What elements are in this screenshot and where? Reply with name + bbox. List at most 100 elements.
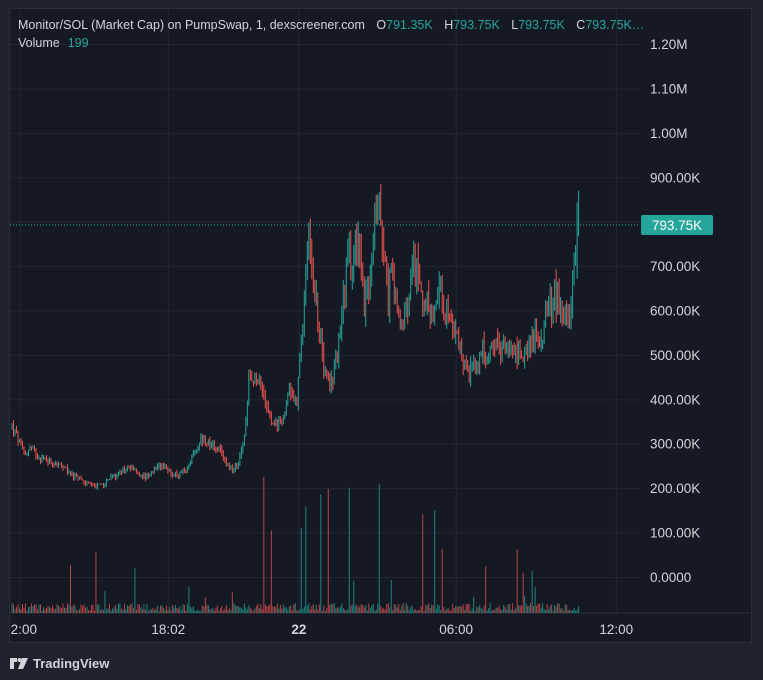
- volume-bar: [402, 603, 404, 613]
- volume-bar: [149, 609, 151, 613]
- volume-bar: [575, 610, 577, 613]
- volume-bar: [392, 610, 394, 613]
- volume-bar: [420, 606, 422, 613]
- volume-bar: [480, 608, 482, 613]
- volume-bar: [260, 604, 262, 613]
- volume-bar: [201, 605, 203, 613]
- x-tick-label: 06:00: [439, 622, 473, 637]
- volume-bar: [51, 605, 53, 613]
- volume-bar: [534, 586, 536, 613]
- volume-bar: [95, 551, 97, 613]
- volume-bar: [348, 487, 350, 613]
- volume-bar: [569, 609, 571, 613]
- volume-bar: [578, 606, 580, 613]
- volume-bar: [459, 605, 461, 613]
- volume-bar: [53, 608, 55, 613]
- volume-bar: [44, 609, 46, 613]
- volume-bar: [306, 605, 308, 613]
- volume-bar: [519, 605, 521, 613]
- chart-frame[interactable]: 793.75K 1.20M 1.10M 1.00M 900.00K 700.00K 600…: [9, 8, 753, 644]
- current-price-label: 793.75K: [652, 218, 702, 233]
- volume-value: 199: [67, 36, 89, 50]
- volume-bar: [140, 607, 142, 613]
- volume-bar: [186, 604, 188, 613]
- volume-bar: [197, 609, 199, 613]
- high-label: H: [444, 18, 454, 32]
- volume-bar: [357, 607, 359, 613]
- volume-bar: [543, 609, 545, 613]
- volume-bar: [369, 607, 371, 613]
- volume-bar: [138, 604, 140, 613]
- volume-layer: [11, 476, 580, 613]
- volume-bar: [207, 605, 209, 613]
- x-axis: 12:00 18:02 22 06:00 12:00: [10, 622, 633, 637]
- volume-bar: [17, 604, 19, 613]
- volume-bar: [429, 607, 431, 613]
- volume-bar: [453, 607, 455, 613]
- volume-bar: [548, 609, 550, 613]
- volume-bar: [386, 603, 388, 613]
- volume-bar: [321, 610, 323, 613]
- volume-bar: [546, 604, 548, 613]
- volume-bar: [320, 494, 322, 613]
- volume-bar: [401, 605, 403, 613]
- volume-bar: [278, 608, 280, 613]
- volume-bar: [248, 605, 250, 613]
- volume-bar: [152, 607, 154, 613]
- volume-bar: [47, 605, 49, 613]
- volume-bar: [77, 610, 79, 613]
- volume-bar: [549, 606, 551, 613]
- volume-bar: [482, 609, 484, 613]
- volume-bar: [387, 603, 389, 613]
- volume-bar: [341, 603, 343, 613]
- volume-bar: [92, 604, 94, 613]
- volume-bar: [224, 608, 226, 613]
- volume-bar: [164, 609, 166, 613]
- volume-bar: [153, 610, 155, 613]
- volume-bar: [195, 610, 197, 613]
- volume-bar: [81, 606, 83, 613]
- volume-bar: [558, 603, 560, 613]
- volume-bar: [399, 609, 401, 613]
- volume-bar: [560, 608, 562, 613]
- y-tick-label: 300.00K: [650, 437, 700, 452]
- symbol-title[interactable]: Monitor/SOL (Market Cap) on PumpSwap, 1,…: [18, 18, 365, 32]
- volume-bar: [158, 610, 160, 613]
- chart-legend: Monitor/SOL (Market Cap) on PumpSwap, 1,…: [18, 18, 644, 32]
- volume-bar: [293, 604, 295, 613]
- volume-bar: [179, 606, 181, 613]
- volume-bar: [287, 609, 289, 613]
- volume-bar: [48, 607, 50, 613]
- volume-bar: [552, 610, 554, 613]
- volume-bar: [30, 603, 32, 613]
- volume-bar: [437, 604, 439, 613]
- volume-bar: [516, 549, 518, 613]
- chart-canvas[interactable]: 793.75K 1.20M 1.10M 1.00M 900.00K 700.00K 600…: [10, 9, 753, 644]
- volume-bar: [32, 605, 34, 613]
- volume-bar: [468, 603, 470, 613]
- volume-bar: [147, 610, 149, 613]
- volume-bar: [191, 608, 193, 613]
- volume-bar: [465, 604, 467, 613]
- volume-bar: [165, 605, 167, 613]
- volume-bar: [129, 604, 131, 613]
- volume-bar: [84, 607, 86, 613]
- volume-bar: [375, 609, 377, 613]
- volume-bar: [189, 606, 191, 613]
- volume-bar: [396, 607, 398, 613]
- tradingview-brand[interactable]: TradingView: [33, 655, 110, 671]
- volume-bar: [384, 609, 386, 613]
- tradingview-logo-icon[interactable]: [10, 657, 28, 669]
- volume-bar: [261, 608, 263, 613]
- volume-bar: [491, 610, 493, 613]
- volume-label[interactable]: Volume: [18, 36, 60, 50]
- volume-bar: [564, 604, 566, 613]
- volume-bar: [120, 608, 122, 613]
- volume-bar: [417, 609, 419, 613]
- volume-bar: [80, 604, 82, 613]
- volume-bar: [54, 609, 56, 613]
- volume-bar: [170, 610, 172, 613]
- close-value: 793.75K…: [585, 18, 645, 32]
- volume-bar: [239, 607, 241, 613]
- volume-bar: [159, 605, 161, 613]
